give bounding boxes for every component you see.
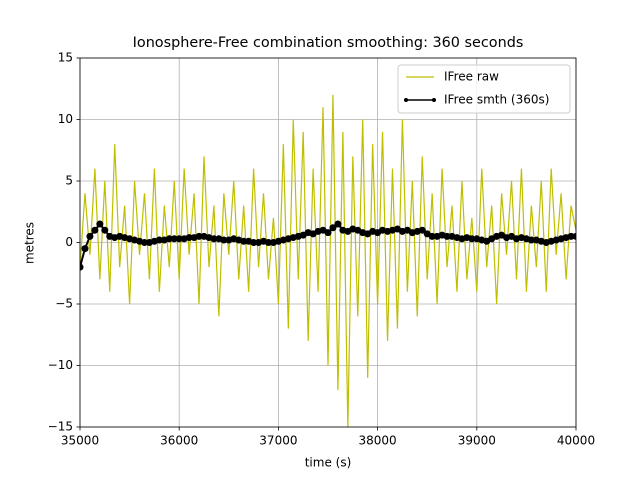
x-axis-label: time (s) (305, 456, 352, 470)
marker (418, 226, 426, 234)
marker (101, 226, 109, 234)
marker (170, 235, 178, 243)
marker (443, 232, 451, 240)
marker (165, 235, 173, 243)
marker (324, 229, 332, 237)
marker (240, 237, 248, 245)
y-axis-label: metres (23, 222, 37, 264)
marker (572, 232, 576, 240)
marker (210, 235, 218, 243)
y-tick-label: 5 (65, 174, 73, 188)
x-tick-label: 40000 (557, 434, 595, 448)
x-tick-label: 35000 (61, 434, 99, 448)
plot-frame (79, 57, 577, 428)
marker (334, 220, 342, 228)
y-tick-label: 15 (58, 51, 73, 65)
marker (468, 235, 476, 243)
series-line (80, 94, 576, 427)
y-tick-label: −15 (48, 420, 73, 434)
x-tick-label: 38000 (359, 434, 397, 448)
x-tick-label: 36000 (160, 434, 198, 448)
marker (140, 239, 148, 246)
legend-box (397, 64, 571, 114)
chart-title: Ionosphere-Free combination smoothing: 3… (133, 35, 524, 51)
marker (567, 232, 575, 240)
legend-marker (404, 98, 408, 102)
marker (86, 232, 94, 240)
marker (81, 245, 89, 253)
x-tick-label: 39000 (458, 434, 496, 448)
marker (527, 236, 535, 244)
plot-area (80, 94, 576, 427)
marker (91, 226, 99, 234)
legend-label: IFree raw (444, 70, 499, 84)
y-tick-label: −5 (55, 297, 73, 311)
marker (220, 236, 228, 244)
y-tick-label: 0 (65, 235, 73, 249)
marker (80, 263, 84, 271)
x-tick-label: 37000 (259, 434, 297, 448)
marker (96, 220, 104, 228)
marker (329, 224, 337, 232)
legend-label: IFree smth (360s) (444, 93, 549, 107)
marker (264, 239, 272, 246)
y-tick-label: 10 (58, 112, 73, 126)
marker (185, 234, 193, 242)
marker (428, 232, 436, 240)
marker (175, 235, 183, 243)
marker (195, 232, 203, 240)
y-tick-label: −10 (48, 358, 73, 372)
marker (250, 239, 258, 246)
legend-marker (432, 98, 436, 102)
marker (155, 236, 163, 244)
